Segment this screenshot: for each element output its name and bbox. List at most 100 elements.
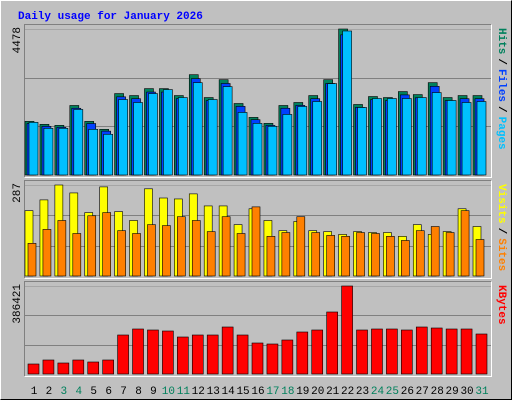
panel-highlight [24,281,492,377]
bar [356,232,365,277]
bar [103,133,113,176]
bar [460,328,473,375]
bar [27,363,40,375]
bar [236,334,249,375]
bar [191,334,204,375]
bar [58,128,69,176]
bar [132,328,144,375]
x-tick-label: 1 [31,386,38,398]
bar [296,216,306,277]
bar [476,101,487,176]
bar [371,328,383,375]
bar [251,342,264,375]
bar [445,232,455,277]
bar [42,229,52,277]
bar [430,327,443,375]
bar [191,220,201,277]
x-tick-label: 3 [61,386,68,398]
bar [357,107,367,176]
x-tick-label: 9 [150,386,157,398]
bar [415,230,425,277]
bar [251,206,261,277]
bar [326,235,335,277]
y-tick-label: 287 [12,183,24,203]
panel-shadow [24,24,492,178]
x-tick-label: 15 [236,386,249,398]
bar [401,240,410,277]
bar [461,102,472,176]
bar [475,239,485,277]
legend-separator: / [495,106,507,113]
x-tick-label: 30 [460,386,473,398]
x-tick-label: 8 [135,386,142,398]
bar [282,114,293,176]
x-tick-label: 23 [356,386,369,398]
legend-separator: / [495,58,507,65]
bar [178,97,188,176]
bar [207,99,218,176]
bar [163,89,173,176]
x-tick-label: 16 [251,386,264,398]
bar [430,226,440,277]
bar [386,236,395,277]
panel-shadow [24,281,492,377]
x-tick-label: 5 [90,386,97,398]
x-tick-label: 25 [386,386,399,398]
bar [401,329,413,375]
chart-title: Daily usage for January 2026 [18,11,203,23]
bar [72,359,85,375]
x-tick-label: 27 [416,386,429,398]
x-tick-label: 20 [311,386,324,398]
bar [326,311,338,375]
bar [281,232,291,277]
legend-entry: Hits [495,28,507,54]
bar [221,216,231,277]
x-tick-label: 28 [431,386,444,398]
bar [117,230,126,277]
bar [281,339,294,375]
bar [341,285,353,375]
bar [133,102,143,176]
bar [371,233,380,277]
bar [88,129,99,176]
x-tick-label: 12 [192,386,205,398]
bar [177,216,186,277]
x-tick-label: 22 [341,386,354,398]
bar [460,210,470,277]
bar [162,330,174,375]
bar [221,326,234,375]
bar [28,122,39,176]
bar [102,212,111,277]
bar [132,233,141,277]
bar [415,326,428,375]
x-tick-label: 31 [475,386,489,398]
bar [148,93,158,176]
x-tick-label: 17 [266,386,279,398]
bar [446,100,457,176]
bar [237,112,248,176]
bar [102,359,114,375]
bar [445,328,458,375]
x-tick-label: 29 [446,386,459,398]
legend: Hits / Files / Pages [495,28,507,150]
bar [402,98,412,176]
panel-highlight [24,24,492,178]
legend-separator: / [495,228,507,235]
legend: KBytes [495,285,507,325]
x-tick-label: 14 [222,386,236,398]
legend-entry: Sites [495,238,507,271]
bar [372,98,382,176]
bar [42,359,55,375]
bar [118,99,128,176]
bar [267,126,278,176]
bar [296,331,309,375]
x-tick-label: 24 [371,386,385,398]
x-tick-label: 19 [296,386,309,398]
bar [297,106,308,176]
y-tick-label: 4478 [12,27,24,53]
legend-entry: Pages [495,117,507,150]
bar [311,329,324,375]
legend: Visits / Sites [495,184,507,271]
x-tick-label: 6 [105,386,112,398]
legend-entry: Visits [495,184,507,224]
